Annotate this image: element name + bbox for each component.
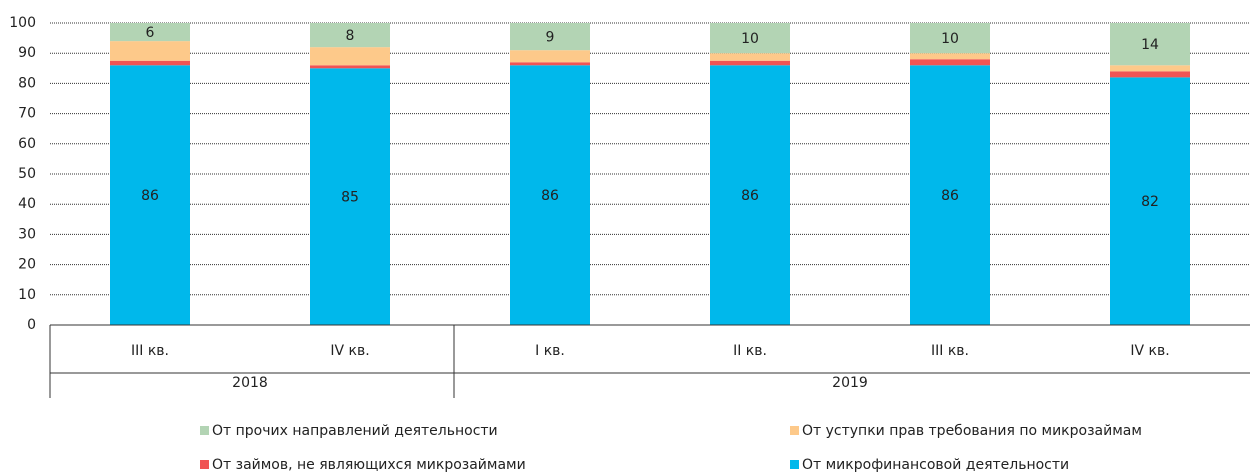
y-tick-label: 60: [18, 136, 36, 152]
legend-swatch: [200, 426, 209, 435]
group-label: 2018: [232, 375, 268, 391]
data-label: 8: [346, 28, 355, 44]
bar-segment: [510, 65, 590, 325]
legend-label: От займов, не являющихся микрозаймами: [212, 457, 526, 473]
data-label: 10: [741, 31, 759, 47]
bar-segment: [710, 53, 790, 61]
bar-segment: [710, 23, 790, 54]
x-tick-label: III кв.: [131, 343, 169, 359]
legend-swatch: [790, 460, 799, 469]
data-label: 82: [1141, 194, 1159, 210]
x-tick-label: I кв.: [535, 343, 565, 359]
bar-segment: [310, 65, 390, 69]
bar-segment: [910, 23, 990, 54]
bar-segment: [910, 53, 990, 60]
y-tick-label: 20: [18, 257, 36, 273]
bar-segment: [1110, 77, 1190, 325]
bar-segment: [110, 60, 190, 66]
bar-segment: [710, 60, 790, 66]
bar-segment: [510, 62, 590, 66]
y-tick-label: 80: [18, 75, 36, 91]
bar-segment: [310, 68, 390, 326]
bar-segment: [110, 23, 190, 42]
legend-label: От уступки прав требования по микрозайма…: [802, 423, 1142, 439]
bar-segment: [910, 65, 990, 325]
data-label: 86: [741, 188, 759, 204]
bar-segment: [310, 47, 390, 66]
data-label: 10: [941, 31, 959, 47]
y-tick-label: 40: [18, 196, 36, 212]
data-label: 14: [1141, 37, 1159, 53]
group-label: 2019: [832, 375, 868, 391]
bar-segment: [1110, 23, 1190, 66]
y-tick-label: 10: [18, 287, 36, 303]
data-label: 9: [546, 30, 555, 46]
data-label: 85: [341, 190, 359, 206]
y-tick-label: 30: [18, 226, 36, 242]
y-tick-label: 70: [18, 106, 36, 122]
bar-segment: [1110, 65, 1190, 72]
legend-label: От микрофинансовой деятельности: [802, 457, 1069, 473]
bar-segment: [510, 23, 590, 51]
x-tick-label: IV кв.: [330, 343, 369, 359]
y-tick-label: 100: [9, 15, 36, 31]
bar-segment: [110, 65, 190, 325]
bar-segment: [910, 59, 990, 66]
legend-swatch: [200, 460, 209, 469]
x-tick-label: IV кв.: [1130, 343, 1169, 359]
data-label: 86: [941, 188, 959, 204]
legend-label: От прочих направлений деятельности: [212, 423, 498, 439]
bar-segment: [1110, 71, 1190, 78]
bar-segment: [710, 65, 790, 325]
x-tick-label: III кв.: [931, 343, 969, 359]
data-label: 6: [146, 25, 155, 41]
data-label: 86: [141, 188, 159, 204]
y-tick-label: 90: [18, 45, 36, 61]
bar-segment: [310, 23, 390, 48]
bar-segment: [510, 50, 590, 63]
legend-swatch: [790, 426, 799, 435]
y-tick-label: 50: [18, 166, 36, 182]
bar-segment: [110, 41, 190, 61]
data-label: 86: [541, 188, 559, 204]
y-tick-label: 0: [27, 317, 36, 333]
x-tick-label: II кв.: [733, 343, 767, 359]
